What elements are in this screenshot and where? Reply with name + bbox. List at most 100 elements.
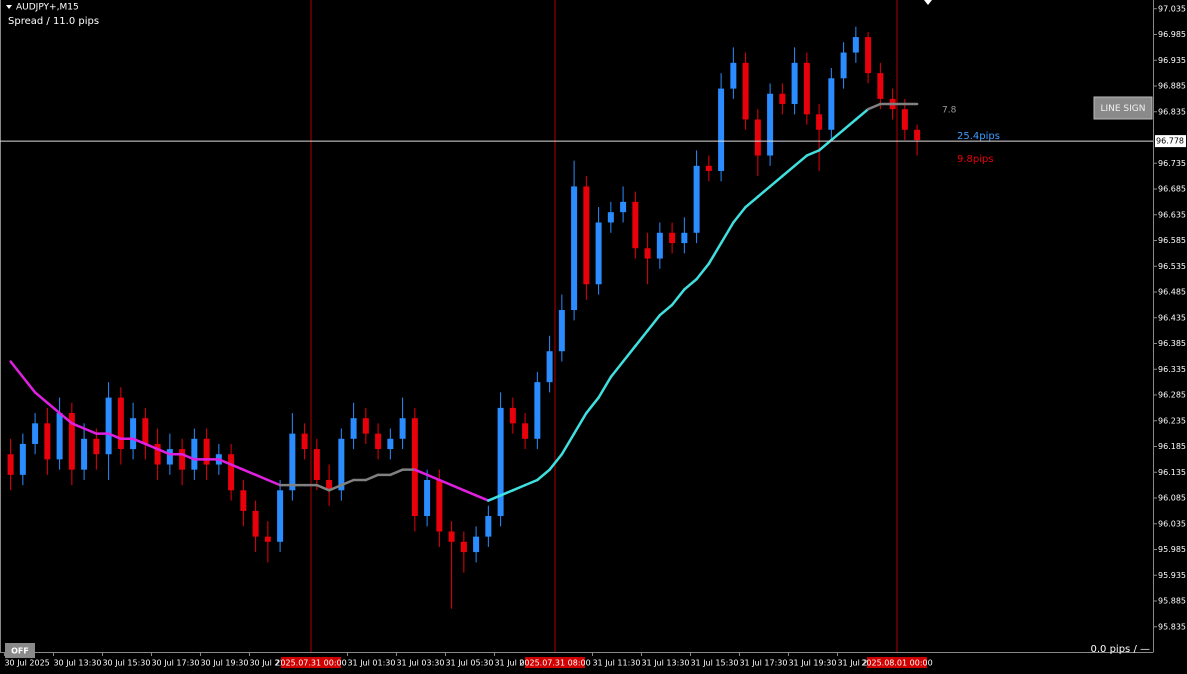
candle-body [914, 129, 921, 141]
menu-arrow[interactable] [6, 5, 12, 9]
candle-body [607, 212, 614, 223]
candle-body [105, 397, 112, 455]
x-tick-label: 31 Jul 19:30 [788, 659, 836, 668]
ma-segment [107, 432, 123, 441]
candle-body [338, 438, 345, 491]
candle-body [399, 418, 406, 439]
ma-segment [487, 494, 502, 502]
candle-body [448, 531, 455, 542]
ma-segment [46, 401, 61, 415]
upper-label: 25.4pips [957, 131, 1000, 142]
candle-body [620, 201, 627, 213]
y-tick-label: 96.485 [1158, 288, 1186, 297]
ma-segment [58, 411, 74, 425]
candle-body [166, 449, 173, 465]
candle-body [142, 418, 149, 444]
y-tick-label: 97.035 [1158, 4, 1186, 13]
candle-body [387, 438, 394, 450]
y-tick-label: 96.935 [1158, 56, 1186, 65]
x-tick-label: 31 Jul 21: [837, 659, 875, 668]
ma-segment [21, 375, 37, 394]
off-button[interactable]: OFF [5, 643, 35, 658]
ma-segment [499, 489, 515, 497]
ma-segment [438, 478, 453, 487]
candle-body [460, 541, 467, 553]
x-tick-label: 31 Jul 13:30 [641, 659, 689, 668]
ma-segment [474, 494, 490, 502]
candle-body [595, 222, 602, 285]
ma-segment [756, 185, 772, 198]
ma-segment [33, 391, 49, 404]
ma-segment [82, 427, 98, 435]
candle-body [362, 418, 369, 434]
ma-segment [327, 483, 343, 492]
ma-label: 7.8 [942, 106, 957, 116]
button-bg[interactable] [1093, 96, 1153, 120]
x-tick-label: 31 Jul 07: [494, 659, 532, 668]
vline-label: 2025.07.31 00:00 [275, 659, 346, 668]
toggle-bg[interactable] [5, 643, 35, 658]
button-label[interactable]: LINE SIGN [1100, 104, 1145, 114]
vline-label: 2025.07.31 08:00 [519, 659, 590, 668]
candle-body [865, 37, 872, 74]
candle-body [301, 433, 308, 450]
vline-label-bg [281, 657, 341, 668]
y-tick-label: 96.735 [1158, 159, 1186, 168]
candle-body [840, 52, 847, 79]
ma-segment [683, 277, 698, 291]
price-box [1155, 135, 1186, 148]
y-tick-label: 96.435 [1158, 313, 1186, 322]
candle-body [32, 423, 39, 444]
x-tick-label: 30 Jul 15:30 [102, 659, 150, 668]
ma-segment [180, 452, 196, 461]
x-tick-label: 31 Jul 17:30 [739, 659, 787, 668]
ma-segment [536, 468, 551, 482]
ma-segment [315, 483, 331, 492]
candle-body [7, 454, 14, 475]
ma-segment [646, 313, 662, 332]
ma-segment [572, 411, 588, 435]
ma-segment [609, 360, 625, 379]
ma-segment [229, 463, 245, 471]
candle-body [656, 232, 663, 259]
ma-segment [217, 458, 233, 466]
candle-body [228, 454, 235, 491]
ma-segment [719, 221, 735, 245]
ma-segment [266, 478, 282, 487]
candle-body [546, 351, 553, 383]
ma-segment [634, 329, 649, 348]
spread: Spread / 11.0 pips [8, 16, 99, 27]
ma-segment [450, 483, 466, 492]
candle-body [191, 438, 198, 470]
ma-segment [389, 468, 404, 477]
candle-body [424, 479, 431, 517]
candle-body [742, 62, 749, 120]
candle-body [828, 78, 835, 130]
candle-body [901, 109, 908, 130]
ma-segment [340, 478, 355, 487]
toggle-label[interactable]: OFF [11, 647, 29, 656]
candle-body [277, 490, 284, 542]
ma-segment [523, 478, 539, 487]
candle-body [497, 407, 504, 517]
ma-segment [621, 344, 637, 363]
candle-body [203, 438, 210, 465]
x-tick-label: 31 Jul 01:30 [347, 659, 395, 668]
ma-segment [242, 468, 257, 477]
ma-segment [670, 288, 686, 307]
line-sign-button[interactable]: LINE SIGN [1093, 96, 1153, 120]
chart-title: AUDJPY+,M15 [16, 3, 79, 13]
ma-segment [768, 174, 784, 188]
y-tick-label: 95.935 [1158, 571, 1186, 580]
candle-body [485, 516, 492, 537]
y-tick-label: 96.685 [1158, 185, 1186, 194]
y-tick-label: 96.285 [1158, 391, 1186, 400]
ma-segment [597, 375, 613, 399]
candle-body [779, 93, 786, 105]
candle-body [767, 93, 774, 156]
x-tick-label: 30 Jul 19:30 [200, 659, 248, 668]
candle-body [509, 407, 516, 424]
y-tick-label: 96.835 [1158, 107, 1186, 116]
candle-body [179, 449, 186, 470]
ma-segment [817, 138, 833, 152]
